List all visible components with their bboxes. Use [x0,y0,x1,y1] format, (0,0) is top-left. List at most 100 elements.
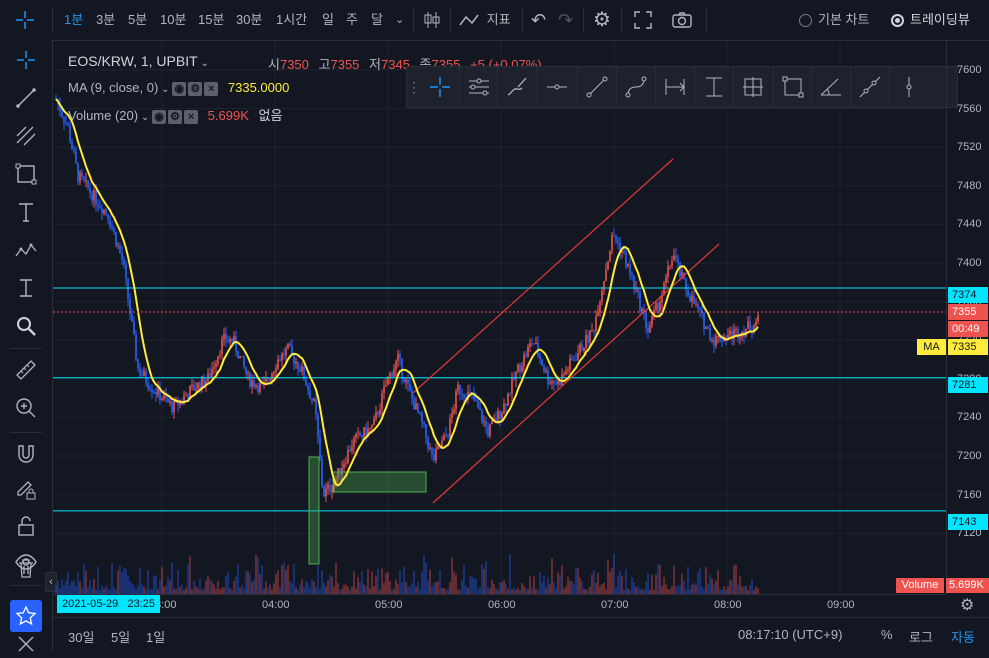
drag-handle-icon[interactable]: ⋮ [407,79,421,95]
candle-body [355,433,357,438]
candle-body [293,353,295,364]
range-1d[interactable]: 1일 [146,630,166,645]
clock[interactable]: 08:17:10 (UTC+9) [738,627,843,642]
ma-visibility-icon[interactable]: ◉ [172,81,187,96]
collapse-sidebar-chevron-icon[interactable]: ‹ [45,572,57,592]
volume-bar [375,575,377,594]
ma-legend[interactable]: MA (9, close, 0) ⌄ ◉ ⚙ × 7335.0000 [68,80,290,96]
range-5d[interactable]: 5일 [111,630,131,645]
interval-6[interactable]: 30분 [236,12,263,27]
redo-icon[interactable]: ↷ [558,10,574,30]
camera-icon[interactable] [671,0,693,40]
trendline-icon[interactable] [12,84,40,112]
range-30d[interactable]: 30일 [68,630,95,645]
interval-3[interactable]: 5분 [128,12,148,27]
date-price-range-icon[interactable] [733,67,772,107]
line-icon[interactable] [577,67,616,107]
magnifier-plus-icon[interactable] [12,394,40,422]
rectangle-icon[interactable] [12,160,40,188]
volume-settings-icon[interactable]: ⚙ [168,109,183,124]
volume-bar [521,582,523,594]
interval-5[interactable]: 15분 [198,12,225,27]
percent-toggle[interactable]: % [881,627,893,642]
interval-8[interactable]: 일 [322,12,334,27]
brush-icon[interactable] [497,67,536,107]
lock-draw-icon[interactable] [12,476,40,504]
volume-bar [505,583,507,594]
time-scale[interactable]: 03:00 04:00 05:00 06:00 07:00 08:00 09:00 [53,594,946,617]
volume-bar [171,562,173,594]
basic-chart-radio[interactable]: 기본 차트 [799,0,869,40]
volume-bar [377,568,379,594]
volume-close-icon[interactable]: × [184,109,199,124]
tradingview-chart-radio[interactable]: 트레이딩뷰 [891,0,970,40]
candle-style-icon[interactable] [422,0,442,40]
price-range-icon[interactable] [694,67,733,107]
extended-line-icon[interactable] [850,67,889,107]
trash-can-icon[interactable] [12,554,40,582]
volume-bar [715,580,717,594]
symbol-legend[interactable]: EOS/KRW, 1, UPBIT ⌄ [68,53,209,69]
magnet-icon[interactable] [12,440,40,468]
candle-body [137,358,139,369]
lock-icon[interactable] [12,512,40,540]
candle-body [149,387,151,390]
candle-body [339,468,341,475]
volume-bar [565,586,567,594]
log-toggle[interactable]: 로그 [909,630,933,645]
curve-icon[interactable] [616,67,655,107]
vertical-line-icon[interactable] [889,67,928,107]
interval-7[interactable]: 1시간 [276,12,308,27]
interval-dropdown-chevron-icon[interactable]: ⌄ [395,14,405,26]
cross-tool-icon[interactable] [421,67,459,107]
zoom-icon[interactable] [12,312,40,340]
horizontal-lines-icon[interactable] [459,67,498,107]
interval-1[interactable]: 1분 [64,12,84,27]
ma-close-icon[interactable]: × [204,81,219,96]
rect-tool-icon[interactable] [773,67,812,107]
volume-bar [91,588,93,594]
candle-body [503,403,505,414]
volume-bar [289,581,291,594]
candle-body [127,278,129,300]
close-panel-icon[interactable] [12,630,40,658]
undo-icon[interactable]: ↶ [531,10,547,30]
candle-body [233,336,235,342]
ma-settings-icon[interactable]: ⚙ [188,81,203,96]
auto-toggle[interactable]: 자동 [951,630,975,645]
candle-body [521,366,523,372]
candle-body [211,368,213,377]
crosshair-top-icon[interactable] [14,0,40,40]
crosshair-icon[interactable] [12,46,40,74]
volume-bar [179,586,181,594]
settings-gear-icon[interactable]: ⚙ [593,9,611,31]
floating-drawing-toolbar[interactable]: ⋮ [406,66,958,108]
volume-bar [687,566,689,594]
volume-visibility-icon[interactable]: ◉ [152,109,167,124]
cursor-date: 2021-05-29 [62,598,119,610]
date-range-icon[interactable] [655,67,694,107]
interval-2[interactable]: 3분 [96,12,116,27]
volume-bar [641,589,643,594]
fullscreen-icon[interactable] [633,0,653,40]
indicators-button[interactable]: 지표 [459,0,511,40]
text-icon[interactable] [12,198,40,226]
price-chart[interactable] [53,41,946,594]
candle-body [363,427,365,437]
measure-icon[interactable] [12,274,40,302]
angle-icon[interactable] [811,67,850,107]
fib-icon[interactable] [12,122,40,150]
pattern-icon[interactable] [12,236,40,264]
star-icon[interactable] [10,600,42,632]
volume-bar [467,588,469,594]
volume-legend[interactable]: Volume (20) ⌄ ◉ ⚙ × 5.699K 없음 [68,108,283,124]
ruler-icon[interactable] [12,356,40,384]
volume-bar [77,572,79,594]
price-scale[interactable]: 7600756075207480744074007360732072807240… [946,41,989,594]
interval-9[interactable]: 주 [346,12,358,27]
scale-settings-gear-icon[interactable]: ⚙ [960,597,975,614]
volume-bar [669,589,671,594]
interval-10[interactable]: 달 [371,12,383,27]
interval-4[interactable]: 10분 [160,12,187,27]
horizontal-ray-icon[interactable] [537,67,576,107]
